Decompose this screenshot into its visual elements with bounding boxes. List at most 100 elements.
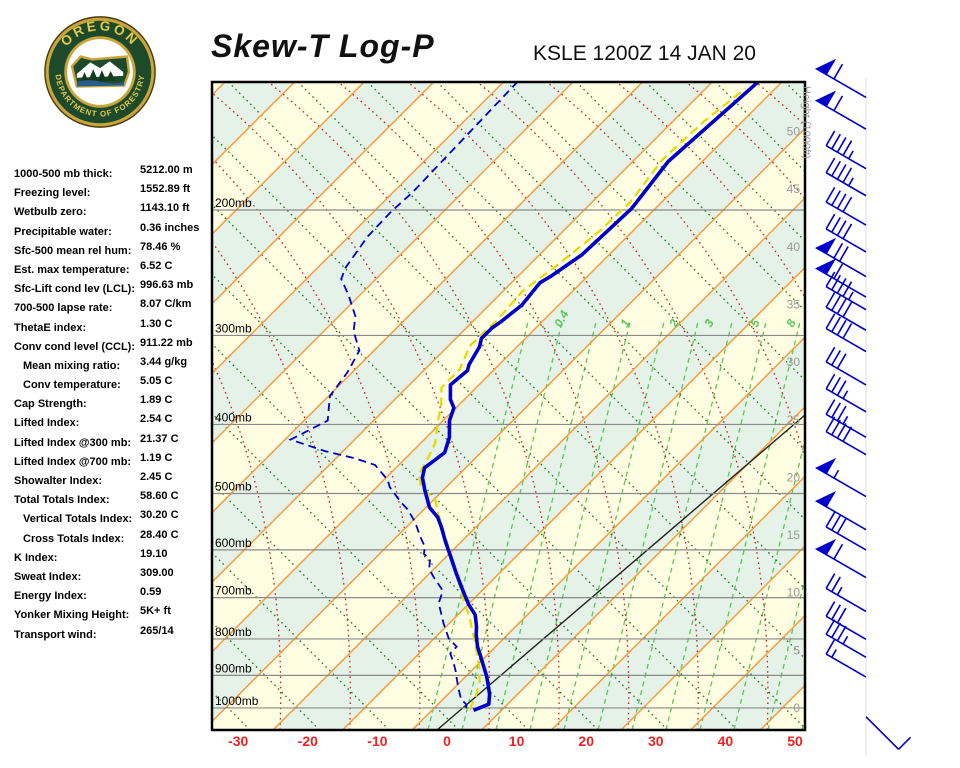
wind-barb — [825, 346, 867, 386]
index-row: Conv temperature: 5.05 C — [14, 375, 212, 394]
pressure-label: 700mb — [215, 584, 252, 598]
height-axis-label: Height (1000ft) — [800, 86, 812, 159]
index-label: Wetbulb zero: — [14, 206, 87, 219]
wind-barb — [814, 237, 867, 278]
index-label: 700-500 lapse rate: — [14, 302, 113, 315]
wind-barb — [825, 373, 867, 413]
height-tick-label: 40 — [787, 240, 801, 254]
pressure-label: 300mb — [215, 321, 252, 335]
wind-barb — [825, 416, 867, 456]
index-row: 1000-500 mb thick: 5212.00 m — [14, 164, 212, 183]
wind-barb — [814, 90, 867, 130]
index-value: 8.07 C/km — [140, 298, 192, 311]
parcel-line — [417, 87, 747, 710]
index-value: 0.36 inches — [140, 221, 200, 234]
wind-barb — [825, 213, 867, 253]
index-label: Lifted Index @300 mb: — [14, 436, 132, 449]
temperature-line — [420, 82, 760, 713]
index-label: Energy Index: — [14, 590, 87, 603]
height-tick-label: 50 — [787, 125, 801, 139]
index-row: Sfc-500 mean rel hum: 78.46 % — [14, 241, 212, 260]
index-row: Cap Strength: 1.89 C — [14, 394, 212, 413]
index-row: Lifted Index @700 mb: 1.19 C — [14, 452, 212, 471]
index-value: 2.45 C — [140, 471, 173, 483]
wind-barb — [814, 490, 867, 531]
index-value: 2.54 C — [140, 413, 173, 426]
wind-barb — [814, 457, 867, 498]
index-value: 6.52 C — [140, 259, 173, 272]
height-tick-label: 35 — [787, 297, 801, 311]
index-label: K Index: — [14, 551, 58, 564]
indices-panel: 1000-500 mb thick: 5212.00 m Freezing leve… — [14, 164, 212, 644]
index-value: 3.44 g/kg — [140, 355, 188, 368]
wind-barb — [814, 538, 867, 579]
wind-barb — [825, 511, 867, 551]
index-label: Conv cond level (CCL): — [14, 340, 136, 353]
index-row: ThetaE index: 1.30 C — [14, 318, 212, 337]
index-label: Sfc-Lift cond lev (LCL): — [14, 283, 135, 296]
index-label: Precipitable water: — [14, 225, 112, 238]
height-tick-label: 20 — [787, 470, 801, 484]
index-row: K Index: 19.10 — [14, 548, 212, 567]
plot-area — [212, 82, 805, 730]
odf-logo: OREGON DEPARTMENT OF FORESTRY — [44, 16, 156, 128]
station-id: KSLE 1200Z 14 JAN 20 — [533, 42, 756, 65]
temp-tick-label: 50 — [787, 733, 803, 749]
chart-border — [210, 80, 807, 732]
index-label: ThetaE index: — [14, 321, 87, 334]
temp-tick-label: -30 — [228, 733, 248, 749]
wind-barb — [825, 271, 867, 311]
pressure-label: 200mb — [215, 196, 252, 210]
index-label: Sfc-500 mean rel hum: — [14, 244, 132, 257]
index-row: Vertical Totals Index: 30.20 C — [14, 509, 212, 528]
dewpoint-line — [288, 82, 519, 712]
index-row: Total Totals Index: 58.60 C — [14, 490, 212, 509]
index-value: 19.10 — [140, 547, 168, 560]
wind-barb — [825, 399, 867, 439]
index-label: Cross Totals Index: — [23, 532, 125, 545]
wind-barb — [825, 573, 867, 613]
pressure-label: 1000mb — [215, 694, 259, 708]
wind-barb — [814, 58, 867, 99]
index-value: 1552.89 ft — [140, 183, 191, 196]
height-tick-label: 45 — [787, 182, 801, 196]
index-value: 1.89 C — [140, 394, 173, 407]
wind-barb — [825, 292, 867, 331]
index-label: Lifted Index @700 mb: — [14, 455, 132, 468]
wind-barb — [825, 186, 867, 226]
pressure-label: 400mb — [215, 410, 252, 424]
pressure-label: 600mb — [215, 536, 252, 550]
index-label: Mean mixing ratio: — [23, 359, 121, 372]
index-value: 5K+ ft — [140, 605, 171, 618]
temp-tick-label: -20 — [298, 733, 318, 749]
index-label: Conv temperature: — [23, 379, 121, 392]
index-row: Energy Index: 0.59 — [14, 586, 212, 605]
index-row: Precipitable water: 0.36 inches — [14, 222, 212, 241]
wind-barb — [825, 157, 867, 197]
index-value: 30.20 C — [140, 509, 179, 522]
index-row: Mean mixing ratio: 3.44 g/kg — [14, 356, 212, 375]
wind-barb — [814, 258, 867, 298]
index-label: Showalter Index: — [14, 475, 103, 487]
index-row: 700-500 lapse rate: 8.07 C/km — [14, 298, 212, 317]
page-title: Skew-T Log-P — [211, 28, 435, 64]
height-tick-label: 10 — [787, 586, 801, 600]
index-row: Lifted Index @300 mb: 21.37 C — [14, 433, 212, 452]
index-label: Sweat Index: — [14, 570, 82, 583]
index-label: Lifted Index: — [14, 417, 80, 430]
index-row: Est. max temperature: 6.52 C — [14, 260, 212, 279]
index-label: Est. max temperature: — [14, 263, 130, 276]
index-row: Conv cond level (CCL): 911.22 mb — [14, 337, 212, 356]
index-value: 1.30 C — [140, 317, 173, 330]
index-row: Lifted Index: 2.54 C — [14, 413, 212, 432]
wind-barb — [825, 638, 867, 678]
height-tick-label: 5 — [793, 643, 800, 657]
height-tick-label: 15 — [787, 528, 801, 542]
index-row: Showalter Index: 2.45 C — [14, 471, 212, 490]
index-row: Freezing level: 1552.89 ft — [14, 183, 212, 202]
height-tick-label: 0 — [793, 701, 800, 715]
wind-barb — [825, 130, 867, 170]
index-label: Freezing level: — [14, 187, 91, 200]
wind-barb — [825, 313, 867, 353]
